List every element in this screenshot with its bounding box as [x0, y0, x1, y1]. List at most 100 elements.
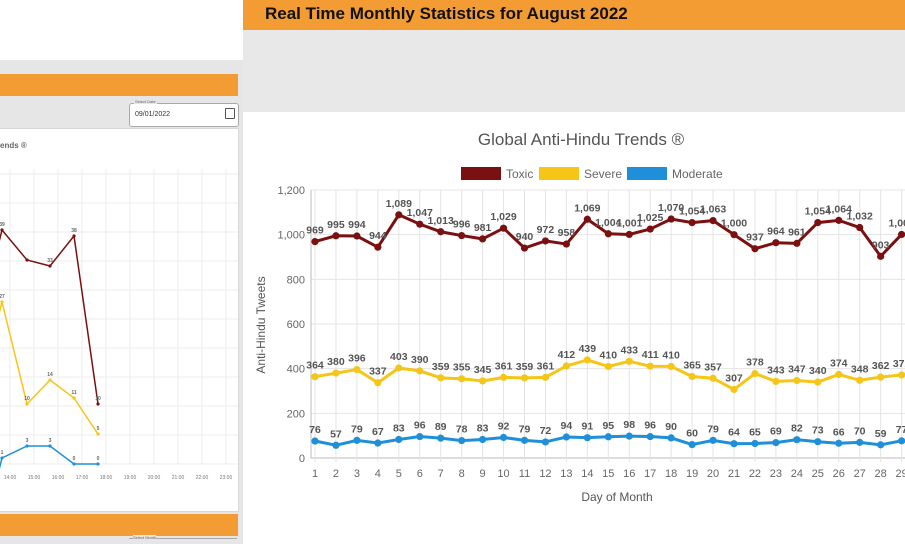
- data-label: 345: [474, 364, 492, 376]
- data-label: 79: [707, 423, 719, 435]
- data-point: [332, 441, 340, 449]
- data-label: 410: [600, 349, 618, 361]
- y-axis-label: Anti-Hindu Tweets: [254, 276, 268, 373]
- data-label: 66: [833, 426, 845, 438]
- data-label: 79: [519, 423, 531, 435]
- data-point: [332, 369, 340, 377]
- data-point: [856, 438, 864, 446]
- data-point: [562, 240, 570, 248]
- data-label: 433: [620, 344, 638, 356]
- data-label: 359: [432, 361, 450, 373]
- data-label: 937: [746, 232, 764, 244]
- bg-series-line: [0, 301, 99, 435]
- data-label: 83: [477, 422, 489, 434]
- data-point: [332, 232, 340, 240]
- data-label: 1,000: [721, 218, 747, 230]
- data-point: [856, 223, 864, 232]
- bg-data-label: 3: [26, 438, 29, 444]
- bg-grid: 14:00 15:00 16:00 17:00 18:00 19:00 20:00 21:00…: [0, 169, 238, 481]
- y-tick-label: 600: [287, 319, 305, 331]
- data-label: 91: [582, 421, 594, 433]
- data-point: [667, 215, 675, 223]
- x-tick-label: 1: [312, 468, 318, 480]
- data-label: 411: [642, 349, 659, 361]
- bg-data-point: [96, 462, 100, 466]
- select-date-field[interactable]: Select Date 09/01/2022: [129, 99, 239, 127]
- x-tick-label: 21: [728, 468, 740, 480]
- legend-entry: Toxic: [506, 167, 533, 181]
- data-point: [751, 369, 759, 378]
- background-header-bar: [0, 74, 238, 96]
- bg-x-tick-label: 22:00: [196, 475, 209, 481]
- data-label: 1,013: [428, 215, 454, 227]
- bg-data-point: [48, 378, 52, 382]
- data-point: [772, 377, 780, 385]
- data-label: 57: [330, 428, 342, 440]
- data-point: [479, 235, 487, 243]
- x-tick-label: 16: [623, 468, 635, 480]
- data-point: [499, 224, 508, 232]
- data-point: [793, 376, 801, 385]
- bg-data-label: 11: [71, 390, 77, 396]
- select-date-label: Select Date: [134, 99, 157, 104]
- x-tick-label: 23: [770, 468, 782, 480]
- data-point: [374, 379, 382, 387]
- data-point: [793, 436, 801, 444]
- data-point: [625, 357, 633, 365]
- data-label: 307: [725, 372, 743, 384]
- data-label: 337: [369, 366, 387, 378]
- data-label: 343: [767, 364, 785, 376]
- data-point: [646, 432, 654, 441]
- bg-x-tick-label: 21:00: [172, 475, 185, 481]
- legend-entry: Severe: [584, 167, 622, 181]
- data-label: 1,047: [407, 207, 433, 219]
- data-point: [541, 438, 550, 446]
- x-tick-label: 7: [438, 468, 444, 480]
- data-label: 98: [623, 419, 635, 431]
- bg-data-point: [0, 300, 4, 304]
- data-label: 994: [348, 219, 366, 231]
- data-point: [877, 441, 885, 449]
- x-tick-label: 26: [833, 468, 845, 480]
- main-toolbar-strip: [243, 30, 905, 112]
- data-point: [898, 371, 905, 379]
- legend: Toxic Severe Moderate: [461, 167, 723, 181]
- bg-data-point: [96, 432, 100, 436]
- data-point: [353, 232, 361, 240]
- data-label: 96: [414, 420, 426, 432]
- data-point: [311, 437, 319, 445]
- data-point: [604, 433, 612, 441]
- data-point: [562, 362, 570, 370]
- calendar-icon[interactable]: [225, 108, 235, 119]
- data-point: [499, 373, 508, 381]
- data-label: 59: [875, 428, 887, 440]
- data-label: 365: [683, 359, 701, 371]
- data-label: 348: [851, 363, 869, 375]
- select-month-field[interactable]: Select Month: [129, 535, 237, 549]
- data-point: [416, 220, 424, 228]
- data-label: 940: [516, 231, 534, 243]
- x-tick-label: 20: [707, 468, 719, 480]
- data-point: [835, 216, 843, 224]
- data-point: [395, 364, 403, 372]
- y-tick-label: 1,000: [277, 230, 305, 242]
- data-point: [604, 230, 612, 238]
- data-point: [416, 367, 424, 375]
- bg-series: 1 3 3 0 0: [0, 438, 100, 470]
- data-point: [898, 230, 905, 239]
- x-tick-label: 10: [497, 468, 509, 480]
- main-header: Real Time Monthly Statistics for August …: [243, 0, 905, 30]
- bg-x-tick-label: 20:00: [148, 475, 161, 481]
- main-chart-card: Global Anti-Hindu Trends ® Anti-Hindu Tw…: [243, 112, 905, 544]
- bg-data-point: [72, 462, 76, 466]
- data-point: [353, 365, 361, 374]
- data-point: [793, 239, 801, 247]
- global-trends-chart: Global Anti-Hindu Trends ® Anti-Hindu Tw…: [254, 130, 905, 504]
- x-tick-label: 2: [333, 468, 339, 480]
- x-tick-label: 25: [812, 468, 824, 480]
- bg-data-label: 33: [47, 258, 53, 264]
- data-point: [499, 433, 508, 442]
- data-point: [688, 219, 696, 227]
